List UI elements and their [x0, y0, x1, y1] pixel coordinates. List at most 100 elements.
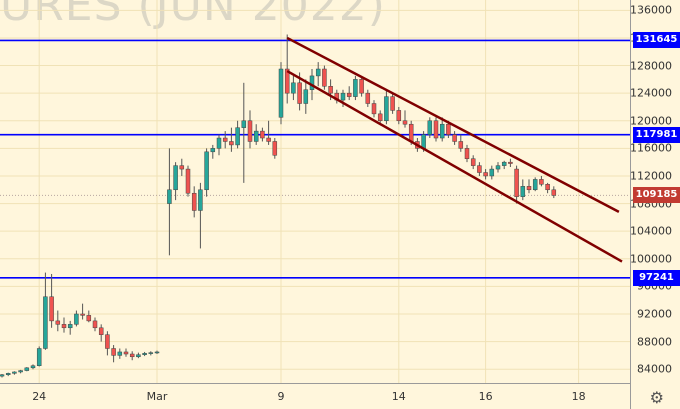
candle-body: [390, 96, 395, 111]
candle-body: [111, 348, 116, 356]
candle-body: [0, 374, 5, 377]
candle-body: [123, 351, 129, 355]
candle-body: [154, 351, 160, 354]
candle-body: [384, 96, 389, 122]
candle-body: [322, 68, 327, 87]
candle-body: [80, 313, 85, 316]
candle-body: [266, 137, 271, 142]
candle-body: [439, 123, 445, 139]
candle-body: [86, 315, 92, 322]
price-tick-label: 128000: [630, 59, 672, 73]
candle-body: [55, 320, 61, 325]
price-tick-label: 112000: [630, 169, 672, 183]
candle-body: [222, 137, 228, 142]
candle-body: [371, 103, 377, 115]
price-tick-label: 124000: [630, 86, 672, 100]
candle-body: [5, 373, 11, 375]
candle-body: [526, 186, 532, 191]
candle-body: [359, 79, 364, 94]
symbol-watermark: URES (JUN 2022): [0, 0, 386, 31]
candle-body: [501, 161, 507, 166]
candle-body: [520, 186, 526, 197]
candle-body: [117, 351, 123, 356]
time-tick-label: Mar: [146, 390, 168, 403]
time-tick-label: 9: [277, 390, 285, 403]
candle-body: [377, 113, 383, 122]
candle-body: [328, 86, 333, 94]
candle-body: [402, 120, 408, 125]
candle-body: [129, 353, 135, 358]
candle-body: [365, 92, 371, 104]
candle-body: [148, 352, 154, 354]
price-tick-label: 88000: [637, 335, 672, 349]
channel-trend-line: [286, 36, 620, 213]
candle-body: [545, 184, 550, 191]
candle-body: [315, 68, 321, 77]
candle-body: [303, 89, 309, 104]
candle-body: [36, 348, 42, 366]
candle-body: [284, 68, 290, 94]
price-tick-label: 84000: [637, 362, 672, 376]
candle-body: [18, 370, 23, 373]
candle-body: [489, 168, 495, 177]
candle-body: [173, 165, 178, 191]
price-tick-label: 104000: [630, 224, 672, 238]
candle-body: [495, 165, 501, 170]
candle-body: [49, 296, 54, 322]
candle-body: [136, 354, 141, 358]
candle-body: [210, 148, 216, 153]
candle-body: [191, 192, 197, 211]
candle-body: [408, 123, 414, 142]
candle-body: [24, 367, 30, 371]
candle-body: [532, 179, 538, 191]
current-price-badge: 109185: [633, 187, 680, 204]
candle-body: [272, 141, 278, 156]
level-price-badge: 117981: [633, 126, 680, 143]
candle-body: [204, 151, 209, 191]
candle-body: [446, 123, 451, 135]
candle-body: [198, 189, 203, 211]
time-tick-label: 14: [391, 390, 406, 403]
candle-body: [477, 165, 482, 173]
candle-body: [12, 371, 17, 374]
level-price-badge: 97241: [633, 269, 680, 286]
candle-body: [458, 141, 464, 149]
candle-body: [167, 189, 172, 204]
candle-body: [452, 134, 457, 142]
candle-body: [105, 334, 110, 349]
candle-body: [216, 137, 222, 149]
candle-body: [92, 320, 98, 329]
candle-body: [353, 79, 358, 97]
candle-body: [291, 82, 296, 94]
candle-body: [260, 130, 265, 139]
candle-body: [551, 189, 557, 196]
candle-body: [241, 120, 247, 128]
time-tick-label: 16: [478, 390, 493, 403]
candle-body: [278, 68, 284, 118]
candle-body: [179, 165, 185, 170]
gear-icon[interactable]: ⚙: [649, 388, 664, 407]
candle-body: [464, 148, 470, 159]
candle-body: [67, 324, 73, 329]
candle-body: [508, 161, 513, 164]
candle-body: [309, 75, 315, 90]
candle-body: [235, 127, 240, 146]
candle-body: [185, 168, 191, 194]
price-tick-label: 120000: [630, 114, 672, 128]
candle-body: [247, 120, 253, 142]
candle-body: [427, 120, 433, 135]
candle-body: [539, 179, 544, 185]
candle-body: [514, 168, 519, 197]
candle-body: [433, 120, 439, 139]
candle-body: [253, 130, 259, 142]
price-tick-label: 92000: [637, 307, 672, 321]
candle-body: [297, 82, 302, 104]
time-tick-label: 18: [571, 390, 586, 403]
candle-body: [470, 158, 476, 166]
candle-body: [61, 324, 67, 329]
candle-body: [396, 110, 402, 122]
level-price-badge: 131645: [633, 32, 680, 49]
candle-body: [43, 296, 48, 349]
